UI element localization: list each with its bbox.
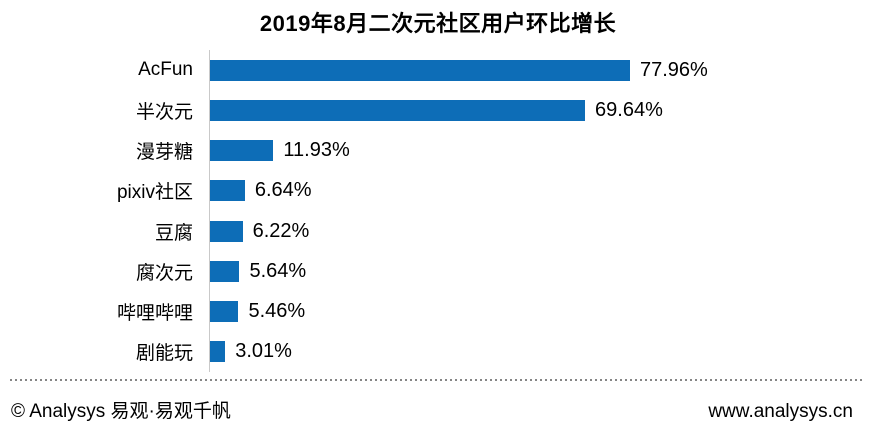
y-axis-line [209, 50, 210, 372]
bar-wrap: 3.01% [209, 332, 292, 372]
category-label: AcFun [138, 59, 193, 81]
chart-rows: AcFun 77.96% 半次元 69.64% 漫芽糖 11.93% pixiv社区 6.64… [0, 50, 876, 372]
chart-row: 腐次元 5.64% [0, 251, 876, 291]
bar [209, 140, 274, 162]
bar-wrap: 11.93% [209, 131, 350, 171]
value-label: 5.46% [248, 300, 306, 323]
value-label: 77.96% [639, 58, 708, 81]
value-label: 6.22% [252, 219, 310, 242]
website-text: www.analysys.cn [708, 401, 853, 422]
chart-row: pixiv社区 6.64% [0, 171, 876, 211]
category-label: 剧能玩 [135, 343, 193, 365]
bar-wrap: 5.64% [209, 251, 306, 291]
copyright-text: © Analysys 易观·易观千帆 [11, 401, 231, 422]
bar [209, 180, 245, 202]
value-label: 69.64% [595, 98, 663, 121]
bar-chart: AcFun 77.96% 半次元 69.64% 漫芽糖 11.93% pixiv社区 6.64… [0, 50, 876, 372]
value-label: 3.01% [235, 340, 292, 363]
footer-divider [10, 379, 864, 381]
value-label: 11.93% [283, 139, 350, 162]
bar-wrap: 77.96% [209, 50, 708, 90]
chart-row: 半次元 69.64% [0, 90, 876, 130]
chart-row: 漫芽糖 11.93% [0, 131, 876, 171]
bar [209, 220, 243, 242]
value-label: 6.64% [254, 179, 312, 202]
category-label: 豆腐 [154, 222, 193, 244]
chart-row: AcFun 77.96% [0, 50, 876, 90]
value-label: 5.64% [249, 259, 307, 282]
bar [209, 341, 226, 363]
bar-wrap: 5.46% [209, 292, 305, 332]
bar [209, 301, 239, 323]
category-label: 半次元 [135, 101, 193, 123]
category-label: pixiv社区 [116, 182, 193, 204]
category-label: 腐次元 [135, 262, 193, 284]
chart-title: 2019年8月二次元社区用户环比增长 [259, 11, 617, 36]
chart-row: 哔哩哔哩 5.46% [0, 292, 876, 332]
category-label: 哔哩哔哩 [116, 303, 193, 325]
bar [209, 99, 586, 121]
chart-row: 剧能玩 3.01% [0, 332, 876, 372]
footer: © Analysys 易观·易观千帆 www.analysys.cn [11, 396, 853, 423]
bar-wrap: 69.64% [209, 90, 663, 130]
bar [209, 59, 630, 81]
bar-wrap: 6.64% [209, 171, 312, 211]
chart-row: 豆腐 6.22% [0, 211, 876, 251]
bar-wrap: 6.22% [209, 211, 309, 251]
bar [209, 260, 240, 282]
category-label: 漫芽糖 [135, 142, 193, 164]
